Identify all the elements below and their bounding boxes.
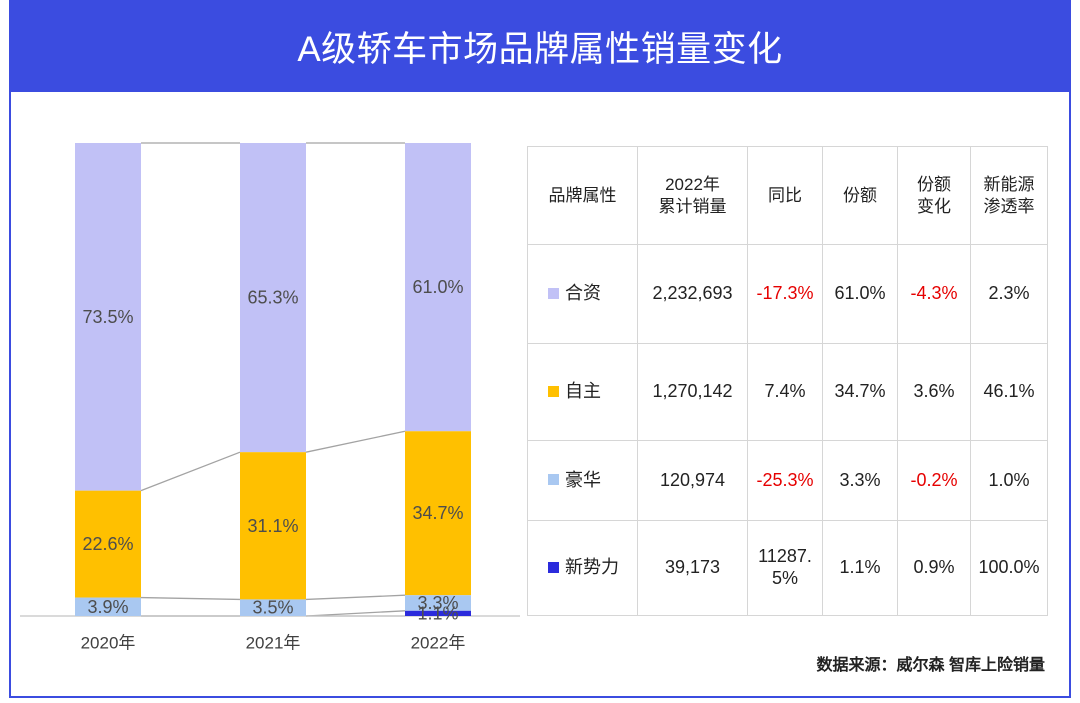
brand-cell: 新势力	[527, 520, 638, 616]
data-label-joint-venture: 61.0%	[412, 277, 463, 297]
nev-penetration-cell: 2.3%	[970, 244, 1048, 344]
yoy-cell: 11287.5%	[747, 520, 823, 616]
yoy-value: -25.3%	[756, 469, 814, 490]
brand-cell: 合资	[527, 244, 638, 344]
column-header-brand: 品牌属性	[527, 146, 638, 245]
brand-cell: 豪华	[527, 440, 638, 521]
bar-segments	[75, 143, 471, 616]
data-label-domestic: 34.7%	[412, 503, 463, 523]
column-header-share-change: 份额 变化	[897, 146, 971, 245]
stacked-bar-chart: 73.5% 22.6% 3.9% 2020年 65.3% 31.1% 3.5% 2021年 61…	[20, 142, 520, 653]
legend-swatch	[548, 474, 559, 486]
data-label-luxury: 3.3%	[417, 593, 458, 613]
brand-label: 合资	[565, 283, 601, 304]
yoy-cell: 7.4%	[747, 343, 823, 441]
yoy-value: 7.4%	[764, 381, 806, 402]
data-label-domestic: 31.1%	[247, 516, 298, 536]
column-header-nev-penetration: 新能源 渗透率	[970, 146, 1048, 245]
yoy-value: -17.3%	[756, 283, 814, 304]
brand-cell: 自主	[527, 343, 638, 441]
bar-segment-new-force	[405, 610, 471, 616]
data-label-new-force: 1.1%	[417, 603, 458, 623]
share-change-cell: 3.6%	[897, 343, 971, 441]
bar-segment-joint-venture	[240, 143, 306, 453]
table-row: 豪华 120,974 -25.3% 3.3% -0.2% 1.0%	[527, 440, 1048, 521]
table-header-row: 品牌属性 2022年 累计销量 同比 份额 份额 变化 新能源 渗透率	[527, 146, 1048, 245]
sales-cell: 39,173	[637, 520, 748, 616]
yoy-cell: -25.3%	[747, 440, 823, 521]
bar-segment-domestic	[405, 431, 471, 596]
share-cell: 1.1%	[822, 520, 898, 616]
share-change-cell: -0.2%	[897, 440, 971, 521]
bar-segment-luxury	[405, 595, 471, 611]
nev-penetration-cell: 100.0%	[970, 520, 1048, 616]
share-cell: 3.3%	[822, 440, 898, 521]
page-title: A级轿车市场品牌属性销量变化	[297, 29, 783, 69]
share-change-value: -4.3%	[910, 283, 958, 304]
brand-label: 自主	[565, 381, 601, 402]
share-change-value: 3.6%	[913, 381, 955, 402]
data-label-joint-venture: 73.5%	[82, 307, 133, 327]
bar-segment-joint-venture	[75, 143, 141, 491]
column-header-sales: 2022年 累计销量	[637, 146, 748, 245]
data-label-luxury: 3.9%	[87, 597, 128, 617]
connector-line	[305, 594, 406, 601]
data-label-domestic: 22.6%	[82, 534, 133, 554]
bar-segment-domestic	[75, 490, 141, 598]
brand-sales-table: 品牌属性 2022年 累计销量 同比 份额 份额 变化 新能源 渗透率 合资 2…	[527, 146, 1048, 616]
connector-line	[140, 596, 241, 601]
brand-label: 豪华	[565, 469, 601, 490]
sales-cell: 120,974	[637, 440, 748, 521]
connector-line	[305, 430, 406, 453]
column-header-share: 份额	[822, 146, 898, 245]
bar-segment-joint-venture	[405, 143, 471, 432]
x-tick-label: 2021年	[246, 634, 301, 653]
bar-segment-domestic	[240, 452, 306, 600]
bar-segment-luxury	[240, 599, 306, 616]
page-frame	[9, 0, 1071, 698]
share-change-cell: -4.3%	[897, 244, 971, 344]
share-cell: 61.0%	[822, 244, 898, 344]
sales-cell: 2,232,693	[637, 244, 748, 344]
bar-segment-luxury	[75, 597, 141, 616]
nev-penetration-cell: 46.1%	[970, 343, 1048, 441]
data-label-joint-venture: 65.3%	[247, 288, 298, 308]
table-row: 自主 1,270,142 7.4% 34.7% 3.6% 46.1%	[527, 343, 1048, 441]
connector-line	[305, 610, 406, 617]
data-source-note: 数据来源：威尔森 智库上险销量	[816, 657, 1045, 674]
legend-swatch	[548, 561, 559, 573]
column-header-yoy: 同比	[747, 146, 823, 245]
brand-label: 新势力	[565, 557, 619, 578]
title-banner: A级轿车市场品牌属性销量变化	[9, 0, 1071, 92]
share-change-value: 0.9%	[913, 557, 955, 578]
connector-line	[140, 451, 241, 492]
x-tick-label: 2022年	[411, 634, 466, 653]
sales-cell: 1,270,142	[637, 343, 748, 441]
share-change-cell: 0.9%	[897, 520, 971, 616]
legend-swatch	[548, 287, 559, 299]
x-tick-label: 2020年	[81, 634, 136, 653]
table-row: 新势力 39,173 11287.5% 1.1% 0.9% 100.0%	[527, 520, 1048, 616]
yoy-value: 11287.5%	[758, 546, 812, 588]
share-cell: 34.7%	[822, 343, 898, 441]
nev-penetration-cell: 1.0%	[970, 440, 1048, 521]
data-label-luxury: 3.5%	[252, 598, 293, 618]
legend-swatch	[548, 385, 559, 397]
chart-labels: 73.5% 22.6% 3.9% 2020年 65.3% 31.1% 3.5% 2021年 61…	[81, 277, 466, 652]
table-row: 合资 2,232,693 -17.3% 61.0% -4.3% 2.3%	[527, 244, 1048, 344]
yoy-cell: -17.3%	[747, 244, 823, 344]
share-change-value: -0.2%	[910, 469, 958, 490]
